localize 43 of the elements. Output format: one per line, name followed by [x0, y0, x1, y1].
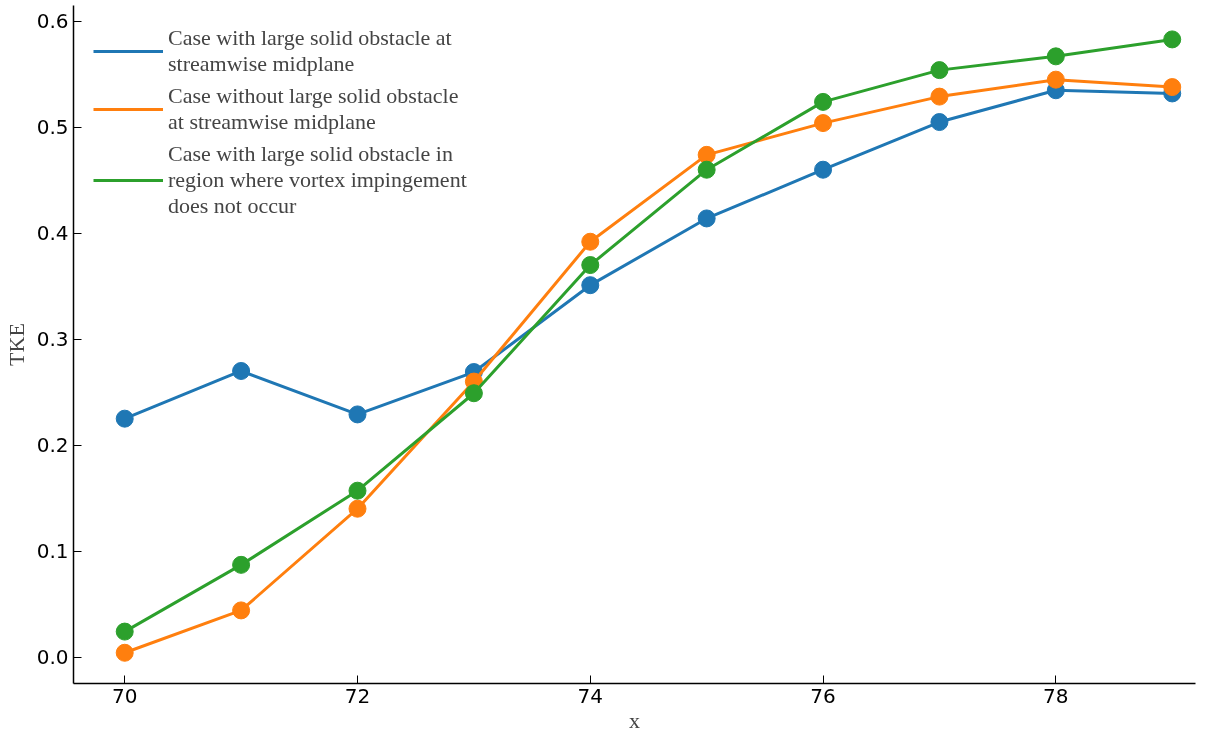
point: [1046, 47, 1065, 66]
x-tick-label: 70: [111, 683, 138, 708]
point: [348, 405, 367, 424]
point: [115, 643, 134, 662]
point: [1163, 78, 1182, 97]
y-tick-label: 0.0: [36, 645, 69, 670]
point: [232, 555, 251, 574]
point: [930, 87, 949, 106]
point: [348, 499, 367, 518]
point: [930, 61, 949, 80]
y-tick-label: 0.1: [36, 539, 69, 564]
point: [232, 601, 251, 620]
legend-label: Case without large solid obstacle at streamwise midplane: [168, 83, 459, 135]
point: [697, 209, 716, 228]
point: [1046, 70, 1065, 89]
x-tick-label: 74: [577, 683, 603, 708]
x-tick-label: 76: [810, 683, 836, 708]
point: [814, 92, 833, 111]
legend-label: Case with large solid obstacle in region where vortex impingement does not occur: [168, 141, 467, 219]
point: [581, 256, 600, 275]
x-axis-title: x: [629, 707, 640, 733]
point: [1163, 30, 1182, 49]
y-tick-label: 0.5: [36, 115, 69, 140]
point: [115, 409, 134, 428]
legend-label: Case with large solid obstacle at streamwise midplane: [168, 25, 452, 77]
point: [814, 160, 833, 179]
point: [930, 113, 949, 132]
y-tick-label: 0.6: [36, 9, 69, 34]
y-tick-label: 0.4: [36, 221, 69, 246]
y-tick-label: 0.3: [36, 327, 69, 352]
point: [464, 384, 483, 403]
point: [697, 145, 716, 164]
point: [115, 622, 134, 641]
point: [581, 276, 600, 295]
point: [348, 481, 367, 500]
point: [814, 114, 833, 133]
point: [581, 232, 600, 251]
x-tick-label: 78: [1043, 683, 1069, 708]
y-tick-label: 0.2: [36, 433, 69, 458]
point: [697, 160, 716, 179]
x-tick-label: 72: [344, 683, 371, 708]
y-axis-title: TKE: [3, 323, 29, 366]
point: [232, 362, 251, 380]
